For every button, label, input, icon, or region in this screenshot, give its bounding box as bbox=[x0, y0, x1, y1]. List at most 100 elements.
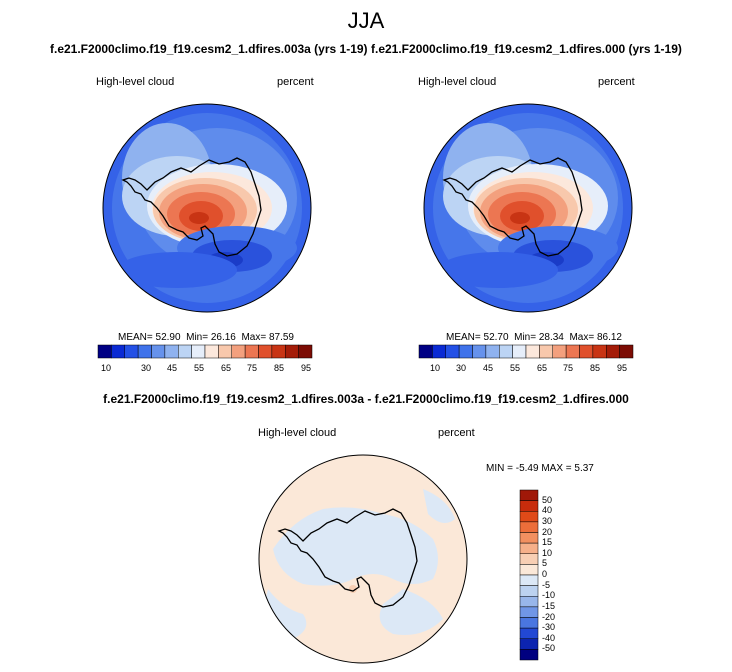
colorbar-swatch bbox=[191, 344, 206, 359]
panel1-min-value: 26.16 bbox=[210, 332, 236, 343]
difference-colorbar-label: -40 bbox=[542, 632, 556, 643]
difference-colorbar-swatch bbox=[519, 649, 539, 661]
difference-colorbar-label: -10 bbox=[542, 590, 556, 601]
panel1-colorbar-label: 65 bbox=[220, 363, 231, 373]
colorbar-swatch bbox=[204, 344, 219, 359]
difference-colorbar-label: 40 bbox=[542, 505, 553, 516]
panel1-colorbar-label: 10 bbox=[100, 363, 111, 373]
panel2-min-label: Min= bbox=[514, 332, 537, 343]
difference-colorbar-swatch bbox=[519, 542, 539, 554]
colorbar-swatch bbox=[97, 344, 112, 359]
panel2-variable-label: High-level cloud bbox=[418, 76, 497, 88]
difference-colorbar-swatch bbox=[519, 511, 539, 523]
difference-colorbar-swatch bbox=[519, 564, 539, 576]
difference-colorbar-label: 30 bbox=[542, 515, 553, 526]
panel1-variable-label: High-level cloud bbox=[96, 76, 175, 88]
difference-map bbox=[258, 454, 468, 664]
panel1-mean-value: 52.90 bbox=[155, 332, 181, 343]
difference-colorbar-label: -30 bbox=[542, 622, 556, 633]
colorbar-swatch bbox=[539, 344, 553, 359]
panel2-colorbar-label: 30 bbox=[455, 363, 466, 373]
difference-colorbar-swatch bbox=[519, 500, 539, 512]
difference-colorbar-swatch bbox=[519, 617, 539, 629]
panel1-case-title: f.e21.F2000climo.f19_f19.cesm2_1.dfires.… bbox=[50, 42, 368, 56]
colorbar-swatch bbox=[565, 344, 580, 359]
panel2-colorbar-label: 85 bbox=[589, 363, 600, 373]
difference-colorbar-label: 15 bbox=[542, 537, 553, 548]
difference-colorbar-label: 0 bbox=[542, 569, 548, 579]
difference-colorbar-label: 50 bbox=[542, 494, 553, 505]
panel2-mean-value: 52.70 bbox=[483, 332, 509, 343]
colorbar-swatch bbox=[244, 344, 259, 359]
difference-colorbar-swatch bbox=[519, 574, 539, 586]
difference-colorbar-swatch bbox=[519, 606, 539, 618]
panel2-colorbar-label: 65 bbox=[536, 363, 547, 373]
difference-max-value: 5.37 bbox=[574, 463, 594, 474]
panel2-case-title: f.e21.F2000climo.f19_f19.cesm2_1.dfires.… bbox=[371, 42, 682, 56]
difference-colorbar-label: -50 bbox=[542, 643, 556, 654]
colorbar-swatch bbox=[258, 344, 273, 359]
difference-colorbar-swatch bbox=[519, 627, 539, 639]
panel1-map bbox=[102, 103, 312, 313]
panel2-min-value: 28.34 bbox=[538, 332, 564, 343]
difference-colorbar-swatch bbox=[519, 553, 539, 565]
panel1-units-label: percent bbox=[277, 76, 314, 88]
colorbar-swatch bbox=[606, 344, 620, 359]
difference-colorbar-label: 5 bbox=[542, 558, 548, 569]
colorbar-swatch bbox=[151, 344, 166, 359]
colorbar-swatch bbox=[298, 344, 313, 359]
panel2-stats: MEAN= 52.70 Min= 28.34 Max= 86.12 bbox=[446, 332, 622, 343]
colorbar-swatch bbox=[499, 344, 513, 359]
panel2-colorbar bbox=[418, 344, 634, 359]
panel2-map bbox=[423, 103, 633, 313]
difference-colorbar-label: 10 bbox=[542, 547, 553, 558]
colorbar-swatch bbox=[285, 344, 299, 359]
panel1-min-label: Min= bbox=[186, 332, 209, 343]
colorbar-swatch bbox=[472, 344, 487, 359]
colorbar-swatch bbox=[418, 344, 433, 359]
panel2-max-value: 86.12 bbox=[596, 332, 622, 343]
panel2-mean-label: MEAN= bbox=[446, 332, 481, 343]
panel1-colorbar-label: 75 bbox=[246, 363, 257, 373]
colorbar-swatch bbox=[124, 344, 139, 359]
difference-colorbar-swatch bbox=[519, 489, 539, 501]
panel2-colorbar-label: 10 bbox=[429, 363, 440, 373]
colorbar-swatch bbox=[485, 344, 500, 359]
panel1-stats: MEAN= 52.90 Min= 26.16 Max= 87.59 bbox=[118, 332, 294, 343]
difference-colorbar-label: -15 bbox=[542, 600, 556, 611]
difference-colorbar-swatch bbox=[519, 596, 539, 608]
panel2-units-label: percent bbox=[598, 76, 635, 88]
panel2-colorbar-label: 75 bbox=[562, 363, 573, 373]
panel1-mean-label: MEAN= bbox=[118, 332, 153, 343]
difference-colorbar-swatch bbox=[519, 585, 539, 597]
colorbar-swatch bbox=[512, 344, 527, 359]
panel1-colorbar-label: 85 bbox=[273, 363, 284, 373]
panel1-max-value: 87.59 bbox=[268, 332, 294, 343]
colorbar-swatch bbox=[552, 344, 567, 359]
colorbar-swatch bbox=[178, 344, 192, 359]
difference-max-label: MAX = bbox=[541, 463, 572, 474]
panel1-max-label: Max= bbox=[241, 332, 267, 343]
panel2-colorbar-label: 45 bbox=[482, 363, 493, 373]
difference-colorbar-swatch bbox=[519, 638, 539, 650]
colorbar-swatch bbox=[137, 344, 152, 359]
colorbar-swatch bbox=[218, 344, 232, 359]
difference-minmax: MIN = -5.49 MAX = 5.37 bbox=[486, 463, 594, 474]
difference-min-value: -5.49 bbox=[515, 463, 539, 474]
difference-colorbar-swatch bbox=[519, 532, 539, 544]
difference-title: f.e21.F2000climo.f19_f19.cesm2_1.dfires.… bbox=[103, 392, 629, 406]
difference-colorbar-label: -20 bbox=[542, 611, 556, 622]
colorbar-swatch bbox=[619, 344, 634, 359]
colorbar-swatch bbox=[525, 344, 540, 359]
colorbar-swatch bbox=[445, 344, 460, 359]
panel2-colorbar-label: 55 bbox=[509, 363, 520, 373]
panel2-colorbar-label: 95 bbox=[616, 363, 627, 373]
colorbar-swatch bbox=[579, 344, 594, 359]
difference-variable-label: High-level cloud bbox=[258, 427, 337, 439]
difference-colorbar bbox=[519, 489, 539, 661]
panel1-colorbar-label: 95 bbox=[300, 363, 311, 373]
panel1-colorbar-label: 55 bbox=[193, 363, 204, 373]
difference-units-label: percent bbox=[438, 427, 475, 439]
difference-min-label: MIN = bbox=[486, 463, 513, 474]
panel1-colorbar bbox=[97, 344, 313, 359]
